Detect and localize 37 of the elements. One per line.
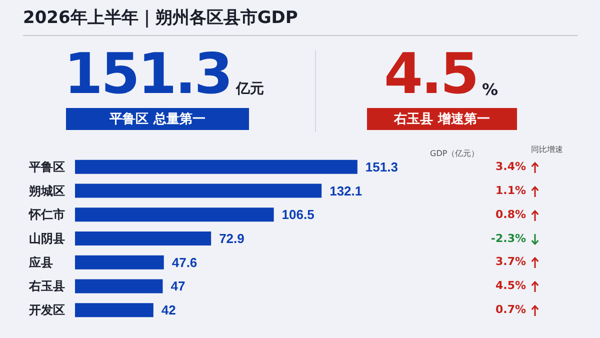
bar [75,208,274,222]
bar [75,303,154,318]
text: 亿元 [236,80,264,98]
bar [75,184,322,198]
data-label: 72.9 [219,231,244,246]
text: -2.3% [490,232,526,244]
text: 右玉县 增速第一 [367,108,517,130]
text: 4.5% [495,279,526,292]
text: 151.3 [64,42,232,107]
data-label: 106.5 [282,207,314,222]
y-tick-label: 朔城区 [28,184,65,198]
data-label: 42 [161,302,176,318]
data-label: 47 [170,278,186,294]
bar [75,232,212,246]
bar [75,279,163,294]
y-tick-label: 平鲁区 [28,160,65,174]
text: 3.4% [495,160,526,173]
text: 3.7% [495,255,526,268]
data-label: 151.3 [365,159,398,174]
bar [75,160,358,174]
text: 平鲁区 总量第一 [66,108,249,130]
bar [75,255,164,270]
chart-title: 2026年上半年｜朔州各区县市GDP [23,6,578,36]
y-tick-label: 开发区 [28,303,65,318]
text: GDP（亿元） [430,148,480,159]
text: 4.5 [384,42,478,107]
y-tick-label: 怀仁市 [28,208,65,222]
text: 0.8% [495,208,526,221]
y-tick-label: 山阴县 [29,232,65,246]
data-label: 132.1 [330,183,362,198]
text: 0.7% [495,303,526,316]
data-label: 47.6 [172,254,198,270]
text: 同比增速 [531,144,563,155]
text: 1.1% [495,184,526,197]
y-tick-label: 右玉县 [28,279,65,294]
y-tick-label: 应县 [28,255,53,270]
text: % [482,80,498,99]
